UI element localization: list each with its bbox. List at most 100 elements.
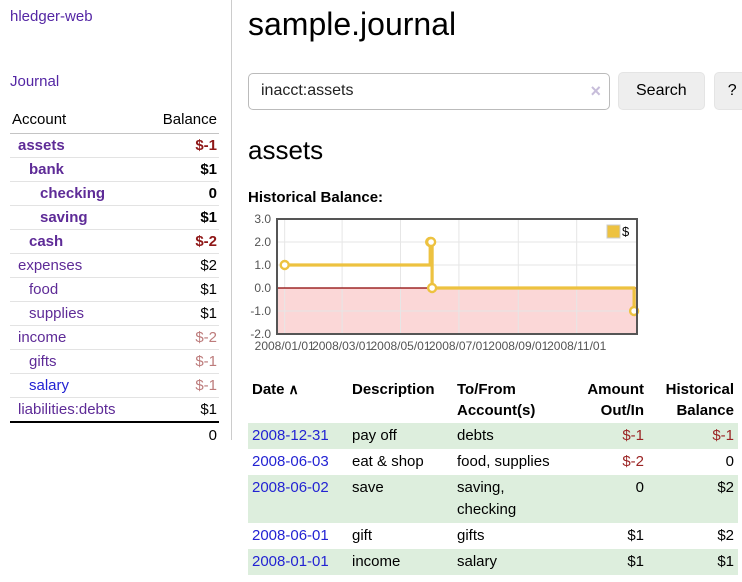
transaction-amount: $-1 bbox=[622, 427, 644, 444]
transaction-accounts: saving, checking bbox=[457, 479, 517, 518]
transaction-date-link[interactable]: 2008-06-02 bbox=[252, 479, 329, 496]
transaction-balance: 0 bbox=[725, 453, 734, 470]
y-axis-tick-label: -2.0 bbox=[250, 327, 271, 341]
transaction-date-link[interactable]: 2008-12-31 bbox=[252, 427, 329, 444]
transaction-amount: $-2 bbox=[622, 453, 644, 470]
transaction-date-link[interactable]: 2008-06-03 bbox=[252, 453, 329, 470]
hist-header-line2: Balance bbox=[676, 402, 734, 419]
amount-header-line2: Out/In bbox=[600, 402, 644, 419]
account-balance: $1 bbox=[145, 205, 219, 230]
search-form: × Search ? bbox=[248, 72, 742, 110]
tofrom-header-line2: Account(s) bbox=[457, 402, 536, 419]
account-row: supplies $1 bbox=[10, 301, 219, 326]
account-row: saving $1 bbox=[10, 205, 219, 230]
transaction-row: 2008-06-01 gift gifts $1 $2 bbox=[248, 523, 738, 549]
balance-chart: 3.0 2.0 1.0 0.0 -1.0 -2.0 2008/01/01 2008/03/01… bbox=[248, 211, 742, 366]
transaction-amount: $1 bbox=[627, 527, 644, 544]
search-input[interactable] bbox=[248, 72, 610, 110]
account-link[interactable]: bank bbox=[29, 161, 65, 178]
app-title-link[interactable]: hledger-web bbox=[10, 8, 93, 25]
transactions-table-body: 2008-12-31 pay off debts $-1 $-1 2008-06-03 ea… bbox=[248, 423, 738, 575]
account-total-value: 0 bbox=[145, 421, 219, 448]
account-link[interactable]: expenses bbox=[18, 257, 83, 274]
x-axis-tick-label: 2008/03/01 bbox=[312, 339, 372, 353]
transaction-description: save bbox=[352, 479, 384, 496]
account-row: assets $-1 bbox=[10, 133, 219, 158]
balance-chart-svg: 3.0 2.0 1.0 0.0 -1.0 -2.02008/01/012008/03/01… bbox=[250, 212, 640, 353]
hist-header-line1: Historical bbox=[665, 381, 734, 398]
transactions-table: Date ∧ Description To/From Account(s) Amo… bbox=[248, 377, 738, 575]
transaction-description: income bbox=[352, 553, 401, 570]
account-table-body: assets $-1 bank $1 checking 0 saving $1 cash $-2 e… bbox=[10, 133, 219, 448]
x-axis-tick-label: 2008/07/01 bbox=[429, 339, 489, 353]
balance-column-header: Balance bbox=[145, 108, 219, 134]
transaction-balance: $2 bbox=[717, 527, 734, 544]
account-balance-table: Account Balance assets $-1 bank $1 checking 0… bbox=[10, 108, 219, 448]
account-link[interactable]: checking bbox=[40, 185, 106, 202]
sidebar: hledger-web Journal Account Balance asse… bbox=[0, 0, 232, 448]
account-link[interactable]: cash bbox=[29, 233, 64, 250]
transaction-date-link[interactable]: 2008-06-01 bbox=[252, 527, 329, 544]
tofrom-column-header: To/From Account(s) bbox=[453, 377, 571, 423]
transaction-accounts: salary bbox=[457, 553, 498, 570]
search-button[interactable]: Search bbox=[618, 72, 705, 110]
transaction-accounts: debts bbox=[457, 427, 494, 444]
transaction-date-link[interactable]: 2008-01-01 bbox=[252, 553, 329, 570]
y-axis-tick-label: 3.0 bbox=[254, 212, 271, 226]
account-link[interactable]: gifts bbox=[29, 353, 57, 370]
account-link[interactable]: saving bbox=[40, 209, 88, 226]
transaction-balance: $-1 bbox=[712, 427, 734, 444]
x-axis-tick-label: 2008/09/01 bbox=[488, 339, 548, 353]
date-header-label: Date bbox=[252, 381, 285, 398]
y-axis-tick-label: 0.0 bbox=[254, 281, 271, 295]
transaction-accounts: food, supplies bbox=[457, 453, 550, 470]
clear-search-icon[interactable]: × bbox=[590, 80, 601, 101]
transaction-row: 2008-06-02 save saving, checking 0 $2 bbox=[248, 475, 738, 523]
legend-swatch bbox=[606, 224, 621, 239]
account-row: gifts $-1 bbox=[10, 349, 219, 374]
account-link[interactable]: income bbox=[18, 329, 67, 346]
description-column-header: Description bbox=[352, 381, 435, 398]
date-column-header[interactable]: Date ∧ bbox=[248, 377, 348, 423]
account-balance: $1 bbox=[145, 397, 219, 423]
page-title: sample.journal bbox=[248, 6, 457, 42]
y-axis-tick-label: -1.0 bbox=[250, 304, 271, 318]
transaction-accounts: gifts bbox=[457, 527, 485, 544]
tofrom-header-line1: To/From bbox=[457, 381, 516, 398]
account-column-header: Account bbox=[10, 108, 146, 134]
account-row: liabilities:debts $1 bbox=[10, 397, 219, 423]
account-total-row: 0 bbox=[10, 421, 219, 448]
sort-ascending-icon: ∧ bbox=[288, 381, 299, 397]
amount-column-header: Amount Out/In bbox=[571, 377, 648, 423]
account-link[interactable]: food bbox=[29, 281, 59, 298]
account-balance: $1 bbox=[145, 301, 219, 326]
transaction-amount: $1 bbox=[627, 553, 644, 570]
y-axis-tick-label: 1.0 bbox=[254, 258, 271, 272]
account-balance: 0 bbox=[145, 181, 219, 206]
transaction-row: 2008-12-31 pay off debts $-1 $-1 bbox=[248, 423, 738, 449]
transaction-row: 2008-01-01 income salary $1 $1 bbox=[248, 549, 738, 575]
search-input-wrap: × bbox=[248, 72, 610, 110]
main-content: sample.journal × Search ? assets Histori… bbox=[232, 0, 742, 575]
transaction-row: 2008-06-03 eat & shop food, supplies $-2 0 bbox=[248, 449, 738, 475]
account-row: salary $-1 bbox=[10, 373, 219, 398]
account-row: food $1 bbox=[10, 277, 219, 302]
account-link[interactable]: supplies bbox=[29, 305, 85, 322]
transaction-amount: 0 bbox=[635, 479, 644, 496]
account-balance: $-1 bbox=[145, 373, 219, 398]
transaction-balance: $2 bbox=[717, 479, 734, 496]
account-link[interactable]: liabilities:debts bbox=[18, 401, 116, 418]
account-row: checking 0 bbox=[10, 181, 219, 206]
help-button[interactable]: ? bbox=[713, 72, 742, 110]
account-balance: $1 bbox=[145, 277, 219, 302]
account-balance: $-1 bbox=[145, 133, 219, 158]
transactions-header-row: Date ∧ Description To/From Account(s) Amo… bbox=[248, 377, 738, 423]
data-point-marker bbox=[425, 236, 437, 248]
data-point-marker bbox=[426, 282, 438, 294]
account-link[interactable]: salary bbox=[29, 377, 70, 394]
sidebar-item-journal[interactable]: Journal bbox=[10, 73, 60, 90]
transaction-balance: $1 bbox=[717, 553, 734, 570]
account-balance: $-2 bbox=[145, 325, 219, 350]
account-link[interactable]: assets bbox=[18, 137, 65, 154]
y-axis-tick-label: 2.0 bbox=[254, 235, 271, 249]
